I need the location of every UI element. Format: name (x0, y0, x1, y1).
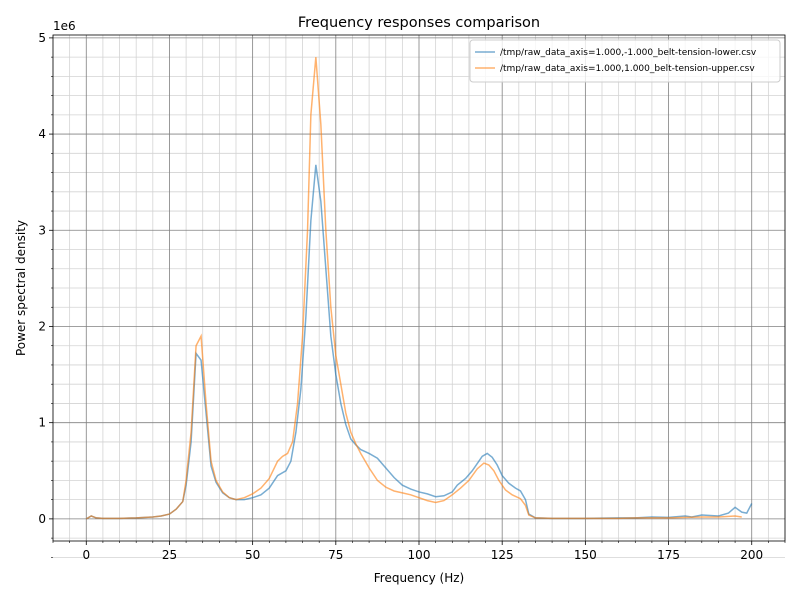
x-tick-label: 25 (162, 548, 177, 562)
legend-label: /tmp/raw_data_axis=1.000,1.000_belt-tens… (500, 64, 755, 74)
legend-label: /tmp/raw_data_axis=1.000,-1.000_belt-ten… (500, 48, 757, 58)
x-tick-label: 200 (740, 548, 763, 562)
y-axis-label: Power spectral density (14, 220, 28, 356)
y-tick-label: 4 (38, 127, 46, 141)
y-tick-label: 2 (38, 319, 46, 333)
legend: /tmp/raw_data_axis=1.000,-1.000_belt-ten… (469, 39, 781, 83)
x-tick-label: 75 (328, 548, 343, 562)
x-axis-label: Frequency (Hz) (374, 571, 465, 585)
x-tick-label: 150 (574, 548, 597, 562)
y-tick-label: 0 (38, 512, 46, 526)
legend-box (469, 39, 781, 83)
y-offset-label: 1e6 (53, 19, 76, 33)
series-line (85, 57, 742, 520)
y-tick-label: 1 (38, 416, 46, 430)
x-tick-label: 175 (657, 548, 680, 562)
x-tick-label: 50 (245, 548, 260, 562)
chart-title: Frequency responses comparison (298, 15, 540, 31)
y-tick-label: 3 (38, 223, 46, 237)
y-tick-label: 5 (38, 31, 46, 45)
x-tick-label: 125 (491, 548, 514, 562)
x-tick-label: 100 (408, 548, 431, 562)
plot-frame (52, 34, 786, 542)
x-tick-label: 0 (82, 548, 90, 562)
